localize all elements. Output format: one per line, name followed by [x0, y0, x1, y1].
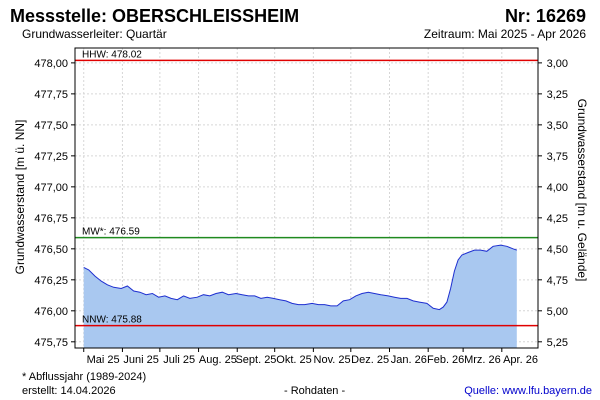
y-tick-label: 476,25 [34, 275, 68, 287]
hhw-label: HHW: 478.02 [82, 49, 142, 60]
y-right-tick-label: 3,75 [547, 151, 568, 163]
y-right-tick-label: 5,25 [547, 337, 568, 349]
source-link[interactable]: Quelle: www.lfu.bayern.de [464, 385, 592, 397]
created-date: erstellt: 14.04.2026 [22, 385, 116, 397]
station-title: Messstelle: OBERSCHLEISSHEIM [10, 6, 300, 26]
footnote: * Abflussjahr (1989-2024) [22, 371, 147, 383]
reference-lines: HHW: 478.02 MW*: 476.59 NNW: 475.88 [75, 49, 538, 327]
y-tick-label: 476,50 [34, 244, 68, 256]
y-axis-left-title: Grundwasserstand [m ü. NN] [13, 120, 27, 275]
y-tick-label: 477,50 [34, 120, 68, 132]
x-tick-label: Mai 25 [87, 354, 120, 366]
x-tick-label: Juli 25 [163, 354, 195, 366]
period-label: Zeitraum: Mai 2025 - Apr 2026 [423, 27, 586, 41]
y-right-tick-label: 4,50 [547, 244, 568, 256]
y-right-tick-label: 3,50 [547, 120, 568, 132]
x-tick-label: Nov. 25 [314, 354, 351, 366]
x-tick-label: Apr. 26 [503, 354, 538, 366]
mw-label: MW*: 476.59 [82, 227, 140, 238]
x-tick-label: Okt. 25 [276, 354, 311, 366]
y-tick-label: 475,75 [34, 337, 68, 349]
y-tick-label: 476,75 [34, 213, 68, 225]
y-axis-right-title: Grundwasserstand [m u. Gelände] [575, 99, 589, 282]
y-right-tick-label: 4,25 [547, 213, 568, 225]
water-level-area [83, 245, 517, 348]
raw-data-note: - Rohdaten - [284, 385, 346, 397]
y-tick-label: 476,00 [34, 306, 68, 318]
plot-frame [74, 47, 539, 349]
x-tick-label: Jan. 26 [391, 354, 427, 366]
nnw-label: NNW: 475.88 [82, 315, 142, 326]
y-axis-right-ticks: 3,00 3,25 3,50 3,75 4,00 4,25 4,50 4,75 5,00 5,25 [538, 58, 568, 349]
y-right-tick-label: 4,75 [547, 275, 568, 287]
y-tick-label: 477,75 [34, 89, 68, 101]
y-tick-label: 478,00 [34, 58, 68, 70]
aquifer-label: Grundwasserleiter: Quartär [22, 27, 167, 41]
x-tick-label: Juni 25 [123, 354, 158, 366]
x-tick-label: Mrz. 26 [464, 354, 501, 366]
y-right-tick-label: 3,00 [547, 58, 568, 70]
y-right-tick-label: 4,00 [547, 182, 568, 194]
x-tick-label: Feb. 26 [427, 354, 464, 366]
y-axis-left-ticks: 478,00 477,75 477,50 477,25 477,00 476,75 476,… [34, 58, 75, 349]
y-right-tick-label: 3,25 [547, 89, 568, 101]
station-number: Nr: 16269 [504, 6, 586, 26]
y-tick-label: 477,00 [34, 182, 68, 194]
x-tick-label: Sept. 25 [235, 354, 276, 366]
x-tick-label: Aug. 25 [199, 354, 237, 366]
y-tick-label: 477,25 [34, 151, 68, 163]
water-level-line [83, 244, 517, 311]
x-tick-label: Dez. 25 [351, 354, 389, 366]
y-right-tick-label: 5,00 [547, 306, 568, 318]
